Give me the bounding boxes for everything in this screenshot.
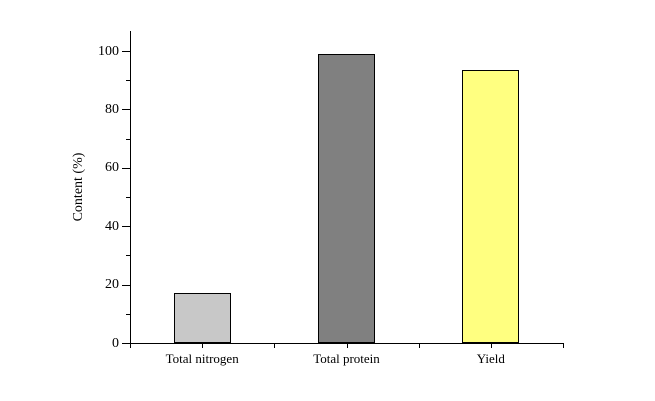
y-axis-tick-label: 0 bbox=[112, 335, 119, 351]
y-axis-minor-tick bbox=[126, 80, 130, 82]
x-axis-line bbox=[130, 343, 564, 344]
y-axis-line bbox=[130, 31, 131, 344]
bar-total-protein bbox=[318, 53, 375, 343]
y-axis-minor-tick bbox=[126, 197, 130, 198]
y-axis-major-tick bbox=[122, 51, 130, 52]
x-axis-tick bbox=[563, 344, 564, 348]
x-axis-tick bbox=[346, 344, 348, 348]
y-axis-minor-tick bbox=[126, 313, 130, 315]
x-axis-category-label: Total protein bbox=[313, 351, 380, 366]
y-axis-tick-label: 20 bbox=[105, 277, 119, 293]
y-axis-tick-label: 60 bbox=[105, 160, 119, 176]
y-axis-tick-label: 100 bbox=[98, 43, 119, 59]
x-axis-category-label: Total nitrogen bbox=[165, 351, 239, 366]
y-axis-major-tick bbox=[122, 109, 130, 111]
x-axis-category-label: Yield bbox=[476, 351, 505, 366]
y-axis-major-tick bbox=[122, 226, 130, 228]
y-axis-minor-tick bbox=[126, 138, 130, 140]
y-axis-major-tick bbox=[122, 167, 130, 169]
x-axis-tick bbox=[274, 344, 276, 348]
y-axis-tick-label: 40 bbox=[105, 218, 119, 234]
bar-total-nitrogen bbox=[173, 293, 231, 343]
x-axis-tick bbox=[202, 344, 204, 348]
bar-yield bbox=[462, 69, 520, 343]
x-axis-tick bbox=[490, 344, 492, 348]
y-axis-major-tick bbox=[122, 284, 130, 286]
y-axis-major-tick bbox=[122, 343, 130, 344]
y-axis-tick-label: 80 bbox=[105, 101, 119, 117]
x-axis-tick bbox=[418, 344, 420, 348]
y-axis-minor-tick bbox=[126, 255, 130, 257]
x-axis-tick bbox=[130, 344, 131, 348]
